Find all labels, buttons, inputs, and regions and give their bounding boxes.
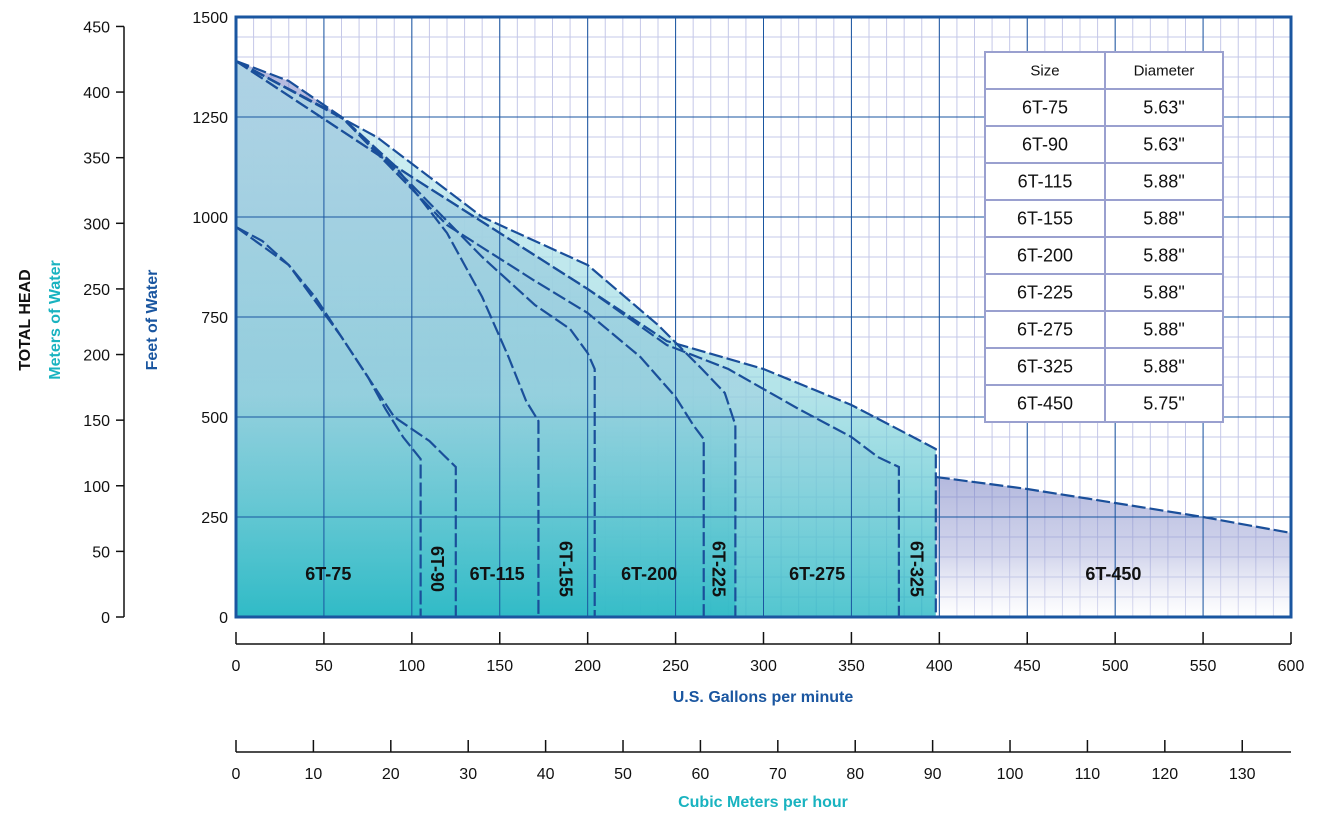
meters-tick-label: 450 [83,19,110,36]
gpm-tick-label: 450 [1014,658,1041,675]
region-label-6t-200: 6T-200 [621,564,677,584]
feet-tick-label: 1000 [192,210,228,227]
region-labels: 6T-75 6T-90 6T-115 6T-155 6T-200 6T-225 6T-275… [305,541,1141,597]
m3h-tick-label: 100 [997,766,1024,783]
m3h-axis: 0 10 20 30 40 50 60 70 80 90 100 110 120 130 [232,740,1291,783]
table-header-diameter: Diameter [1134,63,1195,80]
gpm-tick-label: 200 [574,658,601,675]
feet-tick-label: 1250 [192,110,228,127]
m3h-tick-label: 20 [382,766,400,783]
m3h-tick-label: 60 [692,766,710,783]
meters-tick-label: 200 [83,348,110,365]
curve-fill-6t-325 [236,61,936,617]
table-header-size: Size [1030,63,1059,80]
x-axis-title: U.S. Gallons per minute [673,689,854,706]
gpm-tick-label: 300 [750,658,777,675]
table-cell-size: 6T-90 [1022,135,1068,155]
gpm-tick-label: 350 [838,658,865,675]
region-label-6t-450: 6T-450 [1085,564,1141,584]
meters-tick-label: 350 [83,151,110,168]
table-cell-size: 6T-325 [1017,357,1073,377]
meters-tick-label: 400 [83,85,110,102]
feet-tick-label: 0 [219,610,228,627]
table-cell-size: 6T-225 [1017,283,1073,303]
curve-line-6t-325 [236,60,937,617]
region-label-6t-275: 6T-275 [789,564,845,584]
x2-axis-title: Cubic Meters per hour [678,794,848,811]
meters-tick-label: 0 [101,610,110,627]
gpm-tick-label: 400 [926,658,953,675]
curve-line-6t-225 [236,60,737,617]
gpm-tick-label: 150 [486,658,513,675]
gpm-tick-label: 100 [398,658,425,675]
plot-frame [234,15,1293,619]
table-cell-size: 6T-75 [1022,98,1068,118]
table-cell-diameter: 5.88" [1143,246,1184,266]
gpm-tick-label: 50 [315,658,333,675]
meters-tick-label: 150 [83,413,110,430]
y-axis-title: Feet of Water [144,270,161,371]
curve-line-6t-450 [935,475,1291,617]
curve-lines [236,59,1291,617]
curve-line-6t-75 [236,226,422,617]
y2-axis-title: Meters of Water [47,260,64,379]
region-label-6t-225: 6T-225 [709,541,729,597]
gpm-tick-label: 250 [662,658,689,675]
meters-tick-label: 100 [83,479,110,496]
region-label-6t-75: 6T-75 [305,564,351,584]
table-cell-diameter: 5.88" [1143,283,1184,303]
meters-tick-label: 250 [83,282,110,299]
table-cell-diameter: 5.88" [1143,320,1184,340]
table-cell-size: 6T-155 [1017,209,1073,229]
feet-tick-label: 750 [201,310,228,327]
region-label-6t-325: 6T-325 [906,541,926,597]
meters-axis: 0 50 100 150 200 250 300 350 400 450 [83,19,125,627]
table-cell-size: 6T-200 [1017,246,1073,266]
meters-tick-label: 300 [83,216,110,233]
curve-fill-6t-450 [935,477,1291,617]
table-cell-size: 6T-115 [1018,172,1073,192]
feet-tick-label: 500 [201,410,228,427]
size-diameter-table: Size Diameter 6T-75 5.63" 6T-90 5.63" 6T-115 5.… [984,51,1224,423]
feet-tick-label: 1500 [192,10,228,27]
gpm-tick-label: 0 [232,658,241,675]
curve-line-6t-200 [236,60,705,617]
table-cell-size: 6T-450 [1017,394,1073,414]
m3h-tick-label: 0 [232,766,241,783]
gpm-tick-label: 600 [1278,658,1305,675]
m3h-tick-label: 50 [614,766,632,783]
meters-tick-label: 50 [92,544,110,561]
table-cell-diameter: 5.63" [1143,135,1184,155]
region-label-6t-90: 6T-90 [427,546,447,592]
table-cell-diameter: 5.88" [1143,209,1184,229]
y-group-title: TOTAL HEAD [17,269,34,370]
table-cell-diameter: 5.88" [1143,172,1184,192]
gpm-axis: 0 50 100 150 200 250 300 350 400 450 500 550 600 [232,632,1305,675]
region-label-6t-155: 6T-155 [556,541,576,597]
table-cell-diameter: 5.63" [1143,98,1184,118]
region-label-6t-115: 6T-115 [470,564,525,584]
m3h-tick-label: 70 [769,766,787,783]
feet-axis: 0 250 500 750 1000 1250 1500 [192,10,228,627]
curve-fills [236,61,1291,617]
table-cell-size: 6T-275 [1017,320,1073,340]
m3h-tick-label: 10 [305,766,323,783]
m3h-tick-label: 130 [1229,766,1256,783]
table-cell-diameter: 5.75" [1143,394,1184,414]
m3h-tick-label: 30 [459,766,477,783]
m3h-tick-label: 120 [1151,766,1178,783]
table-cell-diameter: 5.88" [1143,357,1184,377]
gpm-tick-label: 500 [1102,658,1129,675]
m3h-tick-label: 80 [846,766,864,783]
m3h-tick-label: 110 [1075,766,1101,783]
feet-tick-label: 250 [201,510,228,527]
curve-line-6t-90 [236,226,457,617]
gpm-tick-label: 550 [1190,658,1217,675]
curve-line-6t-115 [236,59,540,617]
m3h-tick-label: 90 [924,766,942,783]
m3h-tick-label: 40 [537,766,555,783]
